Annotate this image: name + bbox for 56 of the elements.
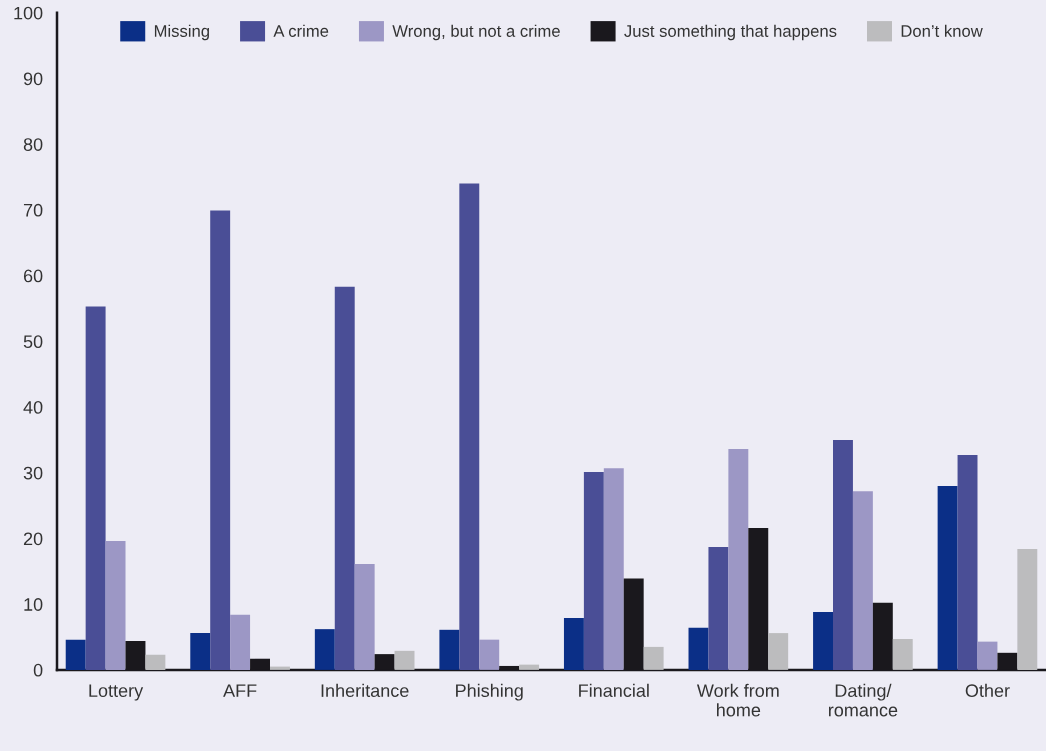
x-tick-label: Financial [579,683,649,698]
bar [145,654,166,670]
y-tick-label: 20 [23,532,43,546]
bar [957,455,978,670]
bar [65,639,86,670]
y-tick-label: 0 [33,663,43,677]
y-tick-label: 90 [23,72,43,86]
bar [354,564,375,670]
legend-label: A crime [273,24,329,37]
y-tick-label: 50 [23,335,43,349]
bar [85,306,106,670]
legend-label: Don’t know [901,24,983,37]
legend-label: Wrong, but not a crime [392,24,560,41]
bar [688,627,709,670]
bar [479,639,500,670]
x-tick-label: Phishing [456,683,523,701]
legend-label: Missing [154,24,209,41]
x-tick-label: Other [965,683,1010,698]
legend-label: Just something that happens [624,24,837,41]
bar [768,633,789,670]
bar [563,617,584,670]
bar [394,650,415,670]
bar [852,491,873,670]
bar [603,468,624,670]
x-tick-label: Inheritance [321,683,409,698]
y-tick-label: 30 [23,466,43,480]
bar [643,646,664,670]
x-tick-label: Dating/ romance [828,683,898,717]
bar [439,629,460,670]
bar [314,629,335,670]
bar [519,664,540,670]
bar [230,614,251,670]
y-tick-label: 70 [23,203,43,217]
bar [210,210,231,670]
y-tick-label: 40 [23,400,43,414]
x-tick-label: Work from home [696,683,779,717]
bar [270,666,290,670]
bar [892,639,913,670]
bar [105,541,126,670]
bar [813,612,834,670]
x-tick-label: Lottery [89,684,144,701]
y-tick-label: 80 [23,138,43,151]
bar [334,286,355,670]
x-tick-label: AFF [223,684,257,697]
bar [190,633,211,670]
bar [583,472,604,670]
y-tick-label: 10 [24,598,43,611]
bar [459,183,480,670]
bar [977,641,998,670]
bar [833,439,853,670]
bar [708,547,729,670]
bar [1017,548,1038,670]
y-tick-label: 60 [23,269,43,283]
bar [937,485,958,670]
bar [728,449,749,670]
y-tick-label: 100 [14,6,43,20]
